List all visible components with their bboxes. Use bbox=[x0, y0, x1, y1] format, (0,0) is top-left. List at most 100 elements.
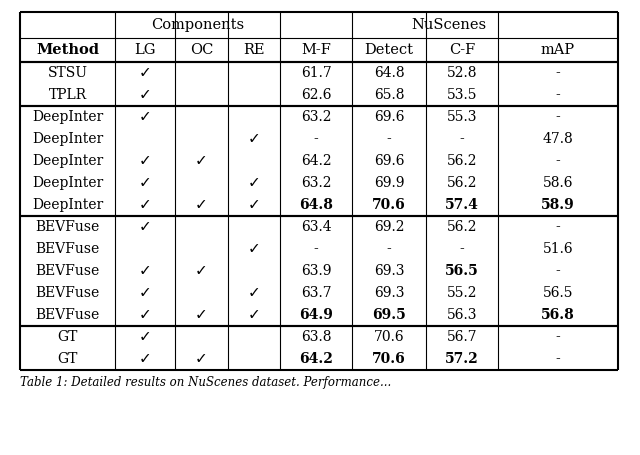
Text: 69.9: 69.9 bbox=[374, 176, 404, 190]
Text: -: - bbox=[387, 242, 392, 256]
Text: ✓: ✓ bbox=[139, 66, 152, 81]
Text: 69.6: 69.6 bbox=[374, 154, 404, 168]
Text: DeepInter: DeepInter bbox=[32, 110, 103, 124]
Text: -: - bbox=[556, 66, 561, 80]
Text: 56.5: 56.5 bbox=[445, 264, 479, 278]
Text: ✓: ✓ bbox=[248, 197, 260, 212]
Text: 58.6: 58.6 bbox=[543, 176, 573, 190]
Text: -: - bbox=[314, 242, 318, 256]
Text: 64.9: 64.9 bbox=[299, 308, 333, 322]
Text: ✓: ✓ bbox=[248, 131, 260, 147]
Text: LG: LG bbox=[134, 43, 156, 57]
Text: 53.5: 53.5 bbox=[447, 88, 477, 102]
Text: DeepInter: DeepInter bbox=[32, 132, 103, 146]
Text: ✓: ✓ bbox=[139, 329, 152, 344]
Text: DeepInter: DeepInter bbox=[32, 198, 103, 212]
Text: 65.8: 65.8 bbox=[374, 88, 404, 102]
Text: -: - bbox=[556, 264, 561, 278]
Text: 69.5: 69.5 bbox=[372, 308, 406, 322]
Text: 55.3: 55.3 bbox=[447, 110, 477, 124]
Text: STSU: STSU bbox=[47, 66, 88, 80]
Text: BEVFuse: BEVFuse bbox=[35, 220, 100, 234]
Text: 70.6: 70.6 bbox=[372, 198, 406, 212]
Text: 64.8: 64.8 bbox=[374, 66, 404, 80]
Text: 63.9: 63.9 bbox=[301, 264, 332, 278]
Text: DeepInter: DeepInter bbox=[32, 154, 103, 168]
Text: ✓: ✓ bbox=[139, 308, 152, 323]
Text: ✓: ✓ bbox=[195, 263, 208, 278]
Text: -: - bbox=[556, 110, 561, 124]
Text: 56.2: 56.2 bbox=[447, 154, 477, 168]
Text: DeepInter: DeepInter bbox=[32, 176, 103, 190]
Text: 69.2: 69.2 bbox=[374, 220, 404, 234]
Text: ✓: ✓ bbox=[139, 285, 152, 300]
Text: BEVFuse: BEVFuse bbox=[35, 264, 100, 278]
Text: TPLR: TPLR bbox=[49, 88, 86, 102]
Text: -: - bbox=[556, 330, 561, 344]
Text: NuScenes: NuScenes bbox=[412, 18, 486, 32]
Text: -: - bbox=[460, 132, 465, 146]
Text: GT: GT bbox=[58, 352, 77, 366]
Text: ✓: ✓ bbox=[139, 153, 152, 168]
Text: ✓: ✓ bbox=[195, 197, 208, 212]
Text: OC: OC bbox=[190, 43, 213, 57]
Text: -: - bbox=[556, 154, 561, 168]
Text: ✓: ✓ bbox=[195, 308, 208, 323]
Text: -: - bbox=[556, 352, 561, 366]
Text: 51.6: 51.6 bbox=[543, 242, 573, 256]
Text: 57.2: 57.2 bbox=[445, 352, 479, 366]
Text: 69.3: 69.3 bbox=[374, 264, 404, 278]
Text: 69.6: 69.6 bbox=[374, 110, 404, 124]
Text: Method: Method bbox=[36, 43, 99, 57]
Text: 70.6: 70.6 bbox=[372, 352, 406, 366]
Text: 56.2: 56.2 bbox=[447, 220, 477, 234]
Text: 70.6: 70.6 bbox=[374, 330, 404, 344]
Text: 64.8: 64.8 bbox=[299, 198, 333, 212]
Text: RE: RE bbox=[243, 43, 265, 57]
Text: 63.7: 63.7 bbox=[301, 286, 332, 300]
Text: Components: Components bbox=[151, 18, 244, 32]
Text: 58.9: 58.9 bbox=[541, 198, 575, 212]
Text: 56.8: 56.8 bbox=[541, 308, 575, 322]
Text: C-F: C-F bbox=[449, 43, 475, 57]
Text: -: - bbox=[556, 220, 561, 234]
Text: 64.2: 64.2 bbox=[299, 352, 333, 366]
Text: 63.4: 63.4 bbox=[301, 220, 332, 234]
Text: ✓: ✓ bbox=[139, 352, 152, 366]
Text: -: - bbox=[314, 132, 318, 146]
Text: 63.8: 63.8 bbox=[301, 330, 332, 344]
Text: 61.7: 61.7 bbox=[301, 66, 332, 80]
Text: ✓: ✓ bbox=[195, 352, 208, 366]
Text: BEVFuse: BEVFuse bbox=[35, 242, 100, 256]
Text: -: - bbox=[387, 132, 392, 146]
Text: -: - bbox=[556, 88, 561, 102]
Text: ✓: ✓ bbox=[139, 263, 152, 278]
Text: mAP: mAP bbox=[541, 43, 575, 57]
Text: 63.2: 63.2 bbox=[301, 110, 332, 124]
Text: 57.4: 57.4 bbox=[445, 198, 479, 212]
Text: BEVFuse: BEVFuse bbox=[35, 308, 100, 322]
Text: Table 1: Detailed results on NuScenes dataset. Performance...: Table 1: Detailed results on NuScenes da… bbox=[20, 376, 391, 389]
Text: ✓: ✓ bbox=[139, 219, 152, 234]
Text: 63.2: 63.2 bbox=[301, 176, 332, 190]
Text: ✓: ✓ bbox=[139, 110, 152, 125]
Text: -: - bbox=[460, 242, 465, 256]
Text: 64.2: 64.2 bbox=[301, 154, 332, 168]
Text: ✓: ✓ bbox=[139, 176, 152, 191]
Text: ✓: ✓ bbox=[248, 242, 260, 257]
Text: M-F: M-F bbox=[301, 43, 331, 57]
Text: ✓: ✓ bbox=[139, 197, 152, 212]
Text: 56.2: 56.2 bbox=[447, 176, 477, 190]
Text: ✓: ✓ bbox=[139, 87, 152, 102]
Text: 62.6: 62.6 bbox=[301, 88, 332, 102]
Text: 69.3: 69.3 bbox=[374, 286, 404, 300]
Text: GT: GT bbox=[58, 330, 77, 344]
Text: BEVFuse: BEVFuse bbox=[35, 286, 100, 300]
Text: ✓: ✓ bbox=[195, 153, 208, 168]
Text: ✓: ✓ bbox=[248, 176, 260, 191]
Text: Detect: Detect bbox=[365, 43, 413, 57]
Text: 56.7: 56.7 bbox=[447, 330, 477, 344]
Text: 47.8: 47.8 bbox=[543, 132, 573, 146]
Text: 52.8: 52.8 bbox=[447, 66, 477, 80]
Text: 56.5: 56.5 bbox=[543, 286, 573, 300]
